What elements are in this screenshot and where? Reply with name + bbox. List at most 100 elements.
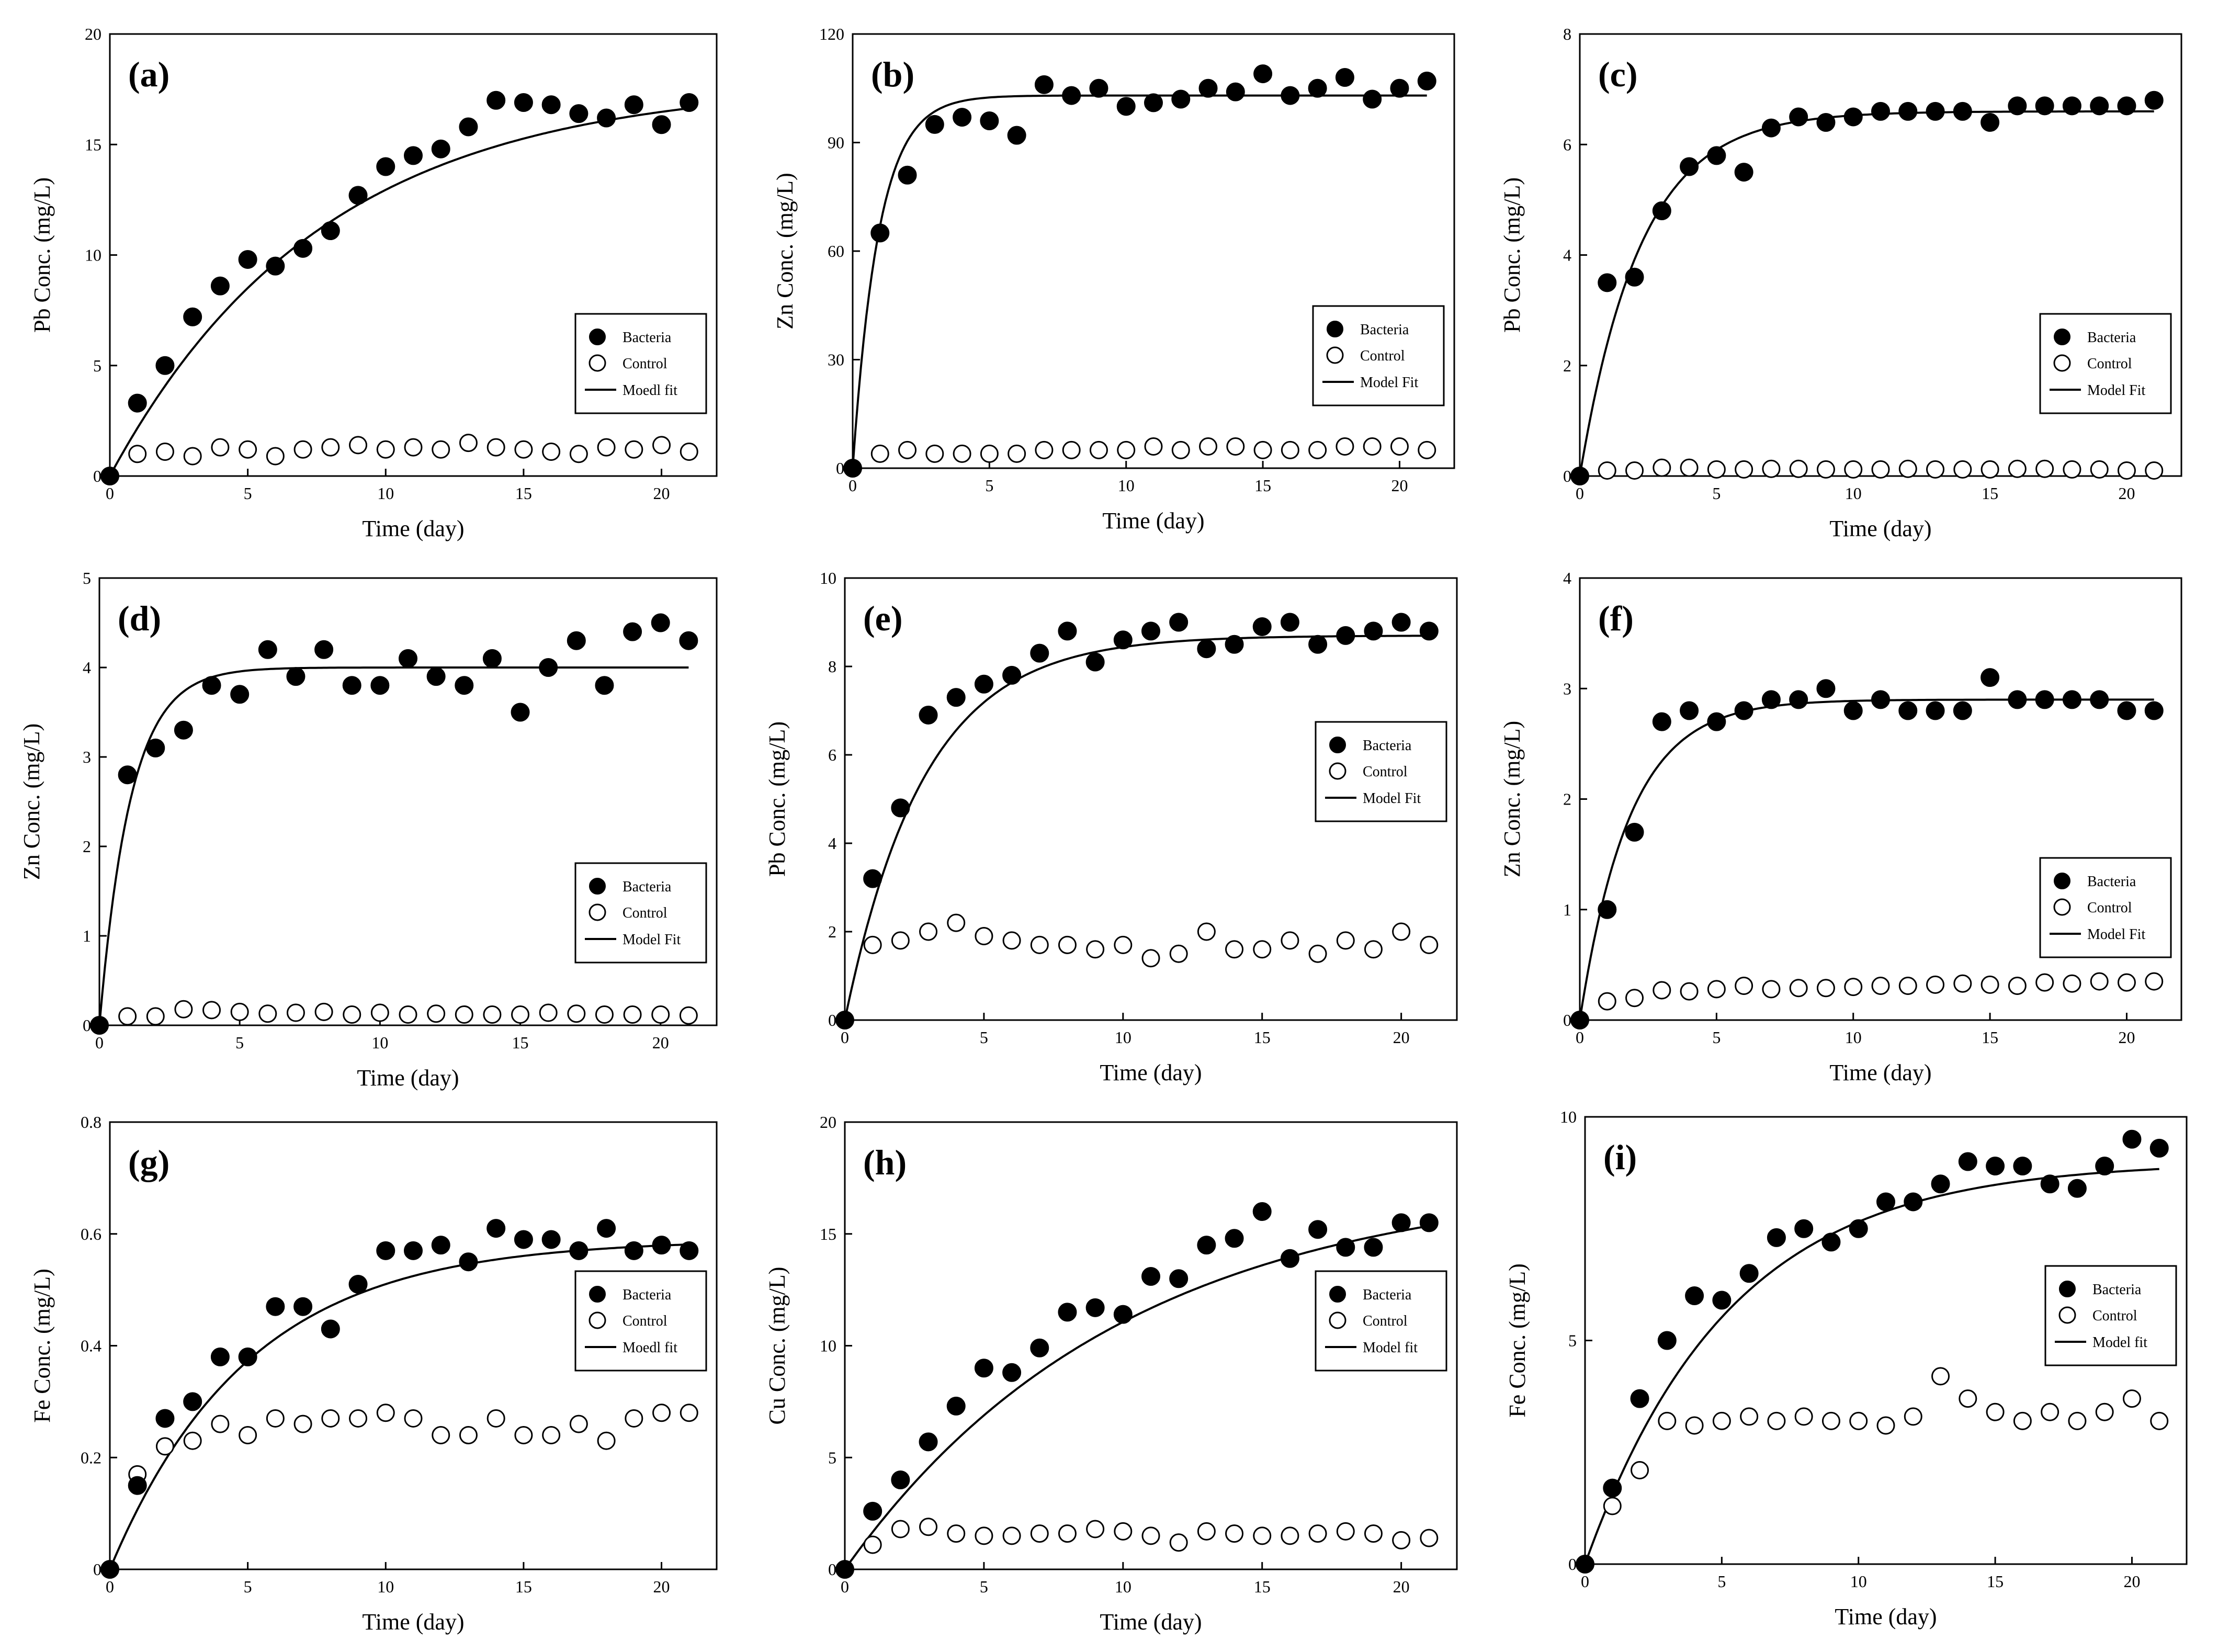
x-tick-label: 15 bbox=[512, 1033, 529, 1052]
control-point bbox=[1767, 1411, 1786, 1430]
bacteria-point bbox=[891, 798, 910, 818]
control-point bbox=[483, 1005, 502, 1024]
control-point bbox=[1898, 977, 1917, 995]
control-point bbox=[1086, 1520, 1105, 1538]
control-point bbox=[2035, 459, 2054, 478]
control-point bbox=[1363, 437, 1382, 456]
bacteria-point bbox=[679, 631, 698, 650]
bacteria-point bbox=[1707, 712, 1726, 731]
control-point bbox=[569, 445, 588, 463]
control-point bbox=[1420, 1529, 1439, 1547]
bacteria-point bbox=[1113, 630, 1133, 650]
y-tick-label: 20 bbox=[820, 1113, 836, 1131]
chart-panel: 0 5 10 15 20 0 30 60 90 120 Time (day) Zn Conc. (mg… bbox=[772, 25, 1455, 534]
bacteria-point bbox=[1685, 1286, 1704, 1305]
control-point bbox=[1169, 1533, 1188, 1552]
bacteria-point bbox=[2122, 1129, 2142, 1149]
bacteria-point bbox=[128, 1476, 147, 1495]
y-tick-label: 2 bbox=[83, 837, 91, 856]
control-point bbox=[1735, 460, 1753, 479]
control-point bbox=[239, 440, 257, 459]
bacteria-point bbox=[293, 1297, 313, 1316]
bacteria-point bbox=[1336, 1238, 1355, 1257]
y-tick-label: 10 bbox=[820, 1337, 836, 1355]
bacteria-point bbox=[624, 95, 643, 115]
control-point bbox=[597, 1431, 616, 1450]
control-point bbox=[1707, 460, 1726, 479]
bacteria-point bbox=[2062, 690, 2081, 709]
control-point bbox=[1336, 437, 1354, 456]
control-point bbox=[2063, 460, 2081, 479]
control-point bbox=[1281, 931, 1299, 950]
y-tick-label: 5 bbox=[93, 356, 101, 375]
bacteria-point bbox=[2095, 1157, 2114, 1176]
control-point bbox=[1653, 981, 1671, 1000]
control-point bbox=[2122, 1389, 2141, 1408]
bacteria-point bbox=[459, 1252, 478, 1272]
control-point bbox=[211, 1415, 230, 1433]
control-point bbox=[427, 1004, 446, 1023]
legend-control-label: Control bbox=[2087, 900, 2132, 916]
control-point bbox=[1420, 935, 1439, 954]
legend-control-marker bbox=[2053, 354, 2071, 372]
legend-fit-label: Moedl fit bbox=[623, 382, 677, 399]
bacteria-point bbox=[1821, 1232, 1841, 1252]
bacteria-point bbox=[1308, 78, 1327, 98]
legend-control-label: Control bbox=[1363, 1313, 1408, 1329]
control-point bbox=[1685, 1416, 1704, 1435]
legend-control-label: Control bbox=[623, 1313, 667, 1329]
bacteria-point bbox=[1391, 613, 1411, 632]
control-point bbox=[680, 443, 698, 461]
bacteria-point bbox=[595, 676, 614, 695]
control-point bbox=[239, 1426, 257, 1444]
bacteria-point bbox=[1570, 1011, 1589, 1029]
legend-control-marker bbox=[1329, 1311, 1346, 1329]
bacteria-point bbox=[1419, 621, 1439, 641]
x-tick-label: 15 bbox=[1987, 1572, 2004, 1591]
y-tick-label: 2 bbox=[828, 922, 836, 941]
bacteria-point bbox=[1058, 621, 1077, 641]
x-tick-label: 0 bbox=[841, 1577, 849, 1596]
chart-panel: 0 5 10 15 20 0 2 4 6 8 10 Time (day) Pb Conc. (mg/L)… bbox=[764, 569, 1458, 1085]
control-point bbox=[919, 922, 938, 941]
bacteria-point bbox=[863, 869, 882, 888]
control-point bbox=[1794, 1407, 1813, 1426]
legend: Bacteria Control Moedl fit bbox=[574, 1270, 707, 1372]
x-tick-label: 5 bbox=[235, 1033, 244, 1052]
control-point bbox=[975, 1526, 993, 1545]
x-axis-label: Time (day) bbox=[357, 1065, 459, 1091]
x-tick-label: 20 bbox=[2123, 1572, 2140, 1591]
bacteria-point bbox=[486, 1219, 506, 1238]
model-fit-line bbox=[844, 1225, 1430, 1570]
bacteria-point bbox=[482, 649, 502, 668]
control-point bbox=[1953, 974, 1972, 993]
bacteria-point bbox=[1225, 635, 1244, 654]
control-point bbox=[1625, 461, 1644, 480]
control-point bbox=[1762, 459, 1781, 478]
bacteria-point bbox=[1712, 1291, 1732, 1310]
bacteria-point bbox=[514, 1230, 533, 1249]
bacteria-point bbox=[1335, 68, 1354, 87]
control-point bbox=[652, 436, 671, 455]
bacteria-point bbox=[891, 1470, 910, 1489]
x-tick-label: 10 bbox=[371, 1033, 388, 1052]
x-tick-label: 0 bbox=[106, 1577, 114, 1596]
control-point bbox=[230, 1002, 249, 1021]
bacteria-point bbox=[569, 104, 589, 123]
x-tick-label: 10 bbox=[377, 1577, 394, 1596]
control-point bbox=[1816, 979, 1835, 998]
y-tick-label: 6 bbox=[828, 745, 836, 764]
bacteria-point bbox=[835, 1560, 854, 1579]
bacteria-point bbox=[2144, 701, 2164, 720]
control-point bbox=[1253, 440, 1272, 459]
control-point bbox=[1735, 977, 1753, 995]
bacteria-point bbox=[1419, 1213, 1439, 1232]
bacteria-point bbox=[514, 93, 533, 112]
y-tick-label: 0.4 bbox=[81, 1337, 101, 1355]
panel-label: (f) bbox=[1598, 598, 1634, 638]
y-tick-label: 4 bbox=[83, 658, 91, 677]
bacteria-point bbox=[953, 108, 972, 127]
control-point bbox=[925, 444, 944, 463]
y-tick-label: 0.6 bbox=[81, 1225, 101, 1243]
